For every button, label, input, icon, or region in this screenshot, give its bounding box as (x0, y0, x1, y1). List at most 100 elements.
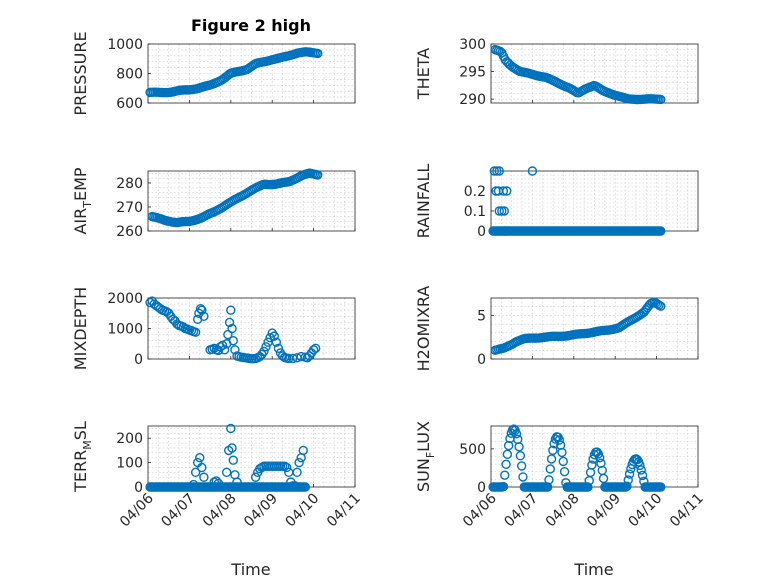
data-point (509, 424, 519, 434)
x-tick-label: 04/10 (283, 491, 323, 531)
y-tick-label: 0 (477, 480, 486, 496)
data-point (281, 462, 292, 473)
data-point (195, 453, 205, 463)
data-point (546, 454, 557, 464)
x-tick-label: 04/09 (241, 491, 281, 531)
data-point (221, 467, 232, 478)
data-point (544, 475, 554, 485)
axes-box (147, 170, 356, 232)
data-point (259, 346, 269, 357)
data-point (224, 317, 235, 328)
x-tick-label: 04/09 (584, 491, 624, 531)
data-point (195, 303, 206, 314)
data-point (194, 308, 204, 318)
data-point (190, 327, 201, 337)
data-point (518, 472, 528, 482)
subplot-air-temp: 260 270 280 AIRTEMP (71, 167, 356, 240)
data-point (587, 460, 597, 470)
y-axis-label: PRESSURE (71, 31, 90, 115)
data-point (637, 470, 648, 481)
grid (490, 170, 699, 232)
x-axis-label-right: Time (573, 560, 613, 579)
x-tick-label: 04/11 (667, 491, 707, 531)
axes-box (490, 43, 699, 104)
data-point (199, 311, 209, 321)
data-point (656, 226, 666, 236)
y-tick-label: 0 (477, 352, 486, 368)
y-axis-label: H2OMIXRA (414, 286, 433, 372)
y-axis-label: AIRTEMP (71, 167, 94, 234)
y-tick-label: 0.1 (464, 204, 486, 220)
subplot-theta: 290 295 300 THETA (414, 37, 699, 108)
y-tick-label: 5 (477, 308, 486, 324)
data-point (228, 455, 238, 465)
data-point (494, 166, 504, 176)
data-point (583, 482, 593, 492)
data-point (219, 345, 230, 355)
data-point (548, 445, 558, 456)
data-point (527, 166, 538, 176)
data-point (654, 300, 664, 310)
y-tick-label: 260 (116, 224, 143, 240)
y-tick-label: 0 (477, 224, 486, 240)
data-point (513, 434, 523, 445)
data-point (656, 301, 666, 311)
y-tick-label: 500 (459, 442, 486, 458)
y-tick-label: 0 (134, 480, 143, 496)
series-rainfall (488, 166, 666, 236)
series-air-temp (147, 168, 323, 228)
data-point (230, 345, 240, 355)
data-point (290, 481, 300, 491)
y-tick-label: 270 (116, 200, 143, 216)
y-tick-label: 200 (116, 431, 143, 447)
data-point (585, 467, 596, 478)
data-point (636, 465, 646, 475)
data-point (232, 477, 242, 487)
y-tick-label: 300 (459, 37, 486, 53)
data-point (294, 457, 304, 468)
data-point (499, 206, 509, 216)
figure-title: Figure 2 high (191, 16, 311, 35)
data-point (261, 342, 271, 352)
series-terr-msl (145, 423, 311, 492)
data-point (313, 170, 323, 180)
data-point (500, 226, 510, 236)
data-point (250, 472, 261, 482)
data-point (313, 48, 323, 59)
data-point (558, 456, 568, 467)
data-point (265, 332, 275, 343)
y-axis-label: THETA (414, 48, 433, 100)
data-point (298, 445, 308, 456)
data-point (511, 429, 522, 439)
data-point (557, 447, 567, 458)
x-tick-label: 04/07 (158, 491, 198, 531)
subplot-terr-msl: 0 100 200 04/06 04/07 04/08 04/09 04/10 04/11 TER… (71, 421, 364, 530)
data-point (217, 340, 228, 350)
y-axis-label: SUNFLUX (414, 421, 437, 492)
data-point (514, 442, 524, 452)
data-point (656, 482, 666, 492)
x-tick-label: 04/11 (324, 491, 364, 531)
y-tick-label: 1000 (107, 37, 143, 53)
subplot-pressure: 600 800 1000 PRESSURE (71, 31, 356, 116)
series-h2omixra (490, 297, 666, 355)
data-point (624, 469, 635, 479)
data-point (635, 460, 645, 471)
data-point (273, 343, 284, 354)
data-point (227, 443, 237, 453)
data-point (190, 467, 201, 478)
data-point (554, 435, 565, 445)
data-point (199, 472, 209, 482)
data-point (623, 475, 633, 485)
data-point (596, 458, 606, 469)
data-point (515, 451, 526, 461)
data-point (209, 477, 219, 487)
data-point (308, 345, 319, 355)
series-pressure (145, 47, 323, 98)
x-axis-label-left: Time (230, 560, 270, 579)
data-point (300, 482, 311, 492)
data-point (559, 467, 570, 477)
data-point (501, 459, 511, 470)
